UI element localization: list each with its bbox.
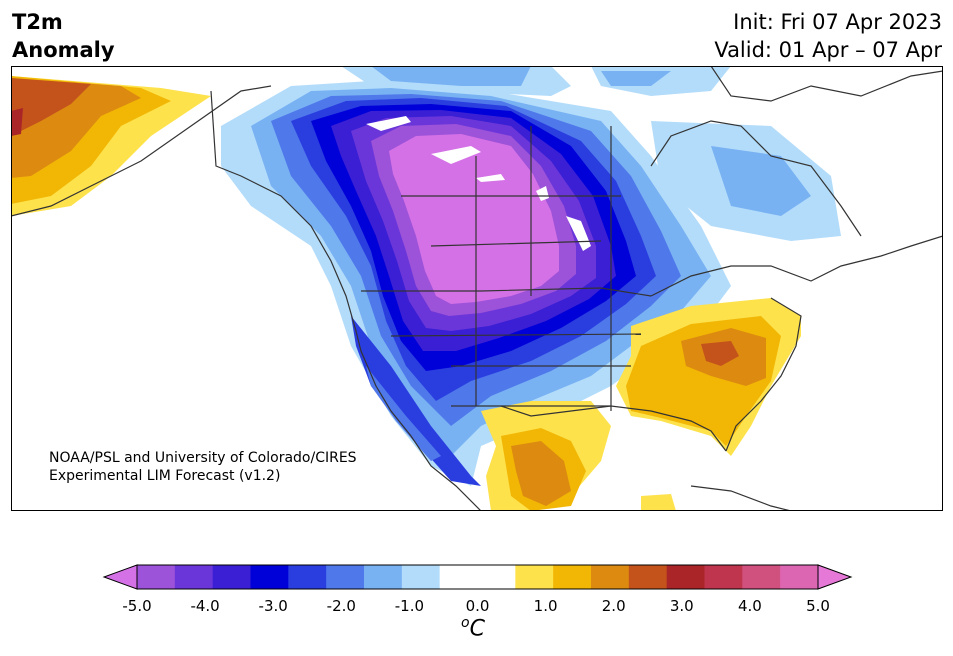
colorbar-segment (174, 565, 214, 589)
colorbar-segment (742, 565, 781, 589)
colorbar-tick-label: -1.0 (394, 597, 425, 615)
alaska-warm-region (11, 76, 211, 216)
central-cold-region (221, 81, 731, 486)
colorbar-tick-label: -3.0 (258, 597, 288, 615)
colorbar-tick-label: 2.0 (601, 597, 626, 615)
colorbar-tick-label: 5.0 (806, 597, 830, 615)
title-line-2: Anomaly (12, 38, 115, 62)
colorbar-segment (553, 565, 592, 589)
border-line-3 (390, 333, 642, 337)
colorbar-tick-label: 0.0 (465, 597, 490, 615)
map-frame (11, 66, 943, 511)
hudson-bay-coast (650, 120, 862, 237)
colorbar-extend-low (102, 564, 138, 590)
credit-line-1: NOAA/PSL and University of Colorado/CIRE… (49, 450, 357, 466)
credit-line-2: Experimental LIM Forecast (v1.2) (49, 468, 281, 484)
forecast-dates: Init: Fri 07 Apr 2023 Valid: 01 Apr – 07… (714, 8, 942, 64)
mexico-warm-region (481, 401, 676, 511)
colorbar-segment (628, 565, 668, 589)
colorbar-segment (591, 565, 630, 589)
colorbar-segment (401, 565, 441, 589)
colorbar-tick-label: -5.0 (122, 597, 152, 615)
credit-text: NOAA/PSL and University of Colorado/CIRE… (49, 449, 357, 485)
atlantic-coast (725, 297, 802, 452)
alaska-coast (11, 85, 272, 217)
anomaly-map (11, 66, 943, 511)
init-date: Init: Fri 07 Apr 2023 (733, 10, 942, 34)
map-title: T2m Anomaly (12, 8, 115, 64)
colorbar-segment (364, 565, 403, 589)
us-canada-border (361, 287, 652, 297)
colorbar-segment (288, 565, 327, 589)
colorbar-tick-label: 4.0 (737, 597, 762, 615)
atlantic-canada-coast (650, 235, 943, 297)
colorbar-segment (137, 565, 176, 589)
colorbar-segment (704, 565, 743, 589)
pacific-coast (210, 90, 482, 511)
colorbar-segment (212, 565, 251, 589)
valid-range: Valid: 01 Apr – 07 Apr (714, 38, 942, 62)
units-degree: o (461, 615, 470, 631)
arctic-coast (710, 66, 943, 102)
gulf-coast (500, 405, 727, 452)
southeast-warm-region (616, 298, 801, 456)
colorbar-segment (326, 565, 365, 589)
colorbar-segment (666, 565, 705, 589)
colorbar-tick-label: -4.0 (190, 597, 220, 615)
colorbar-segment (477, 565, 516, 589)
west-coast-cold-tongue (351, 316, 481, 486)
northern-cool-rim (341, 66, 841, 241)
colorbar-tick-label: 1.0 (533, 597, 558, 615)
colorbar-tick-label: -2.0 (326, 597, 356, 615)
border-line-2 (430, 240, 602, 247)
title-line-1: T2m (12, 10, 63, 34)
units-letter: C (469, 616, 485, 642)
colorbar-segment (780, 565, 819, 589)
colorbar-extend-high (817, 564, 853, 590)
colorbar-segment (250, 565, 289, 589)
colorbar-tick-label: 3.0 (669, 597, 694, 615)
colorbar-segment (515, 565, 554, 589)
colorbar-frame (136, 564, 819, 590)
boundaries (11, 66, 943, 511)
colorbar-units: oC (461, 615, 485, 641)
colorbar (102, 564, 853, 590)
colorbar-segment (439, 565, 478, 589)
cuba-coast (690, 485, 792, 511)
